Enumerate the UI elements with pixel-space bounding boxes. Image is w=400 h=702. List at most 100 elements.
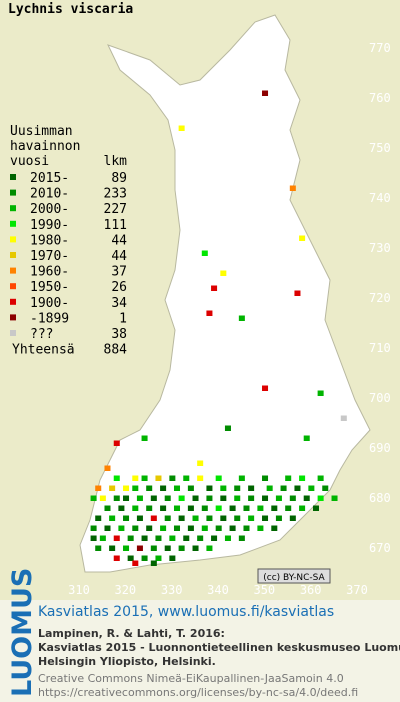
legend-swatch <box>10 267 16 274</box>
legend-count: 26 <box>111 280 127 295</box>
occurrence-cell <box>127 535 134 541</box>
occurrence-cell <box>331 495 338 501</box>
occurrence-cell <box>160 505 167 511</box>
occurrence-cell <box>317 390 324 396</box>
occurrence-cell <box>308 485 315 491</box>
occurrence-cell <box>215 475 222 481</box>
occurrence-cell <box>141 435 148 441</box>
citation: Kasviatlas 2015 - Luonnontieteellinen ke… <box>38 641 400 654</box>
x-tick-label: 340 <box>207 583 229 597</box>
citation: Helsingin Yliopisto, Helsinki. <box>38 655 216 668</box>
occurrence-cell <box>262 90 269 96</box>
occurrence-cell <box>238 315 245 321</box>
x-tick-label: 350 <box>253 583 275 597</box>
legend-swatch <box>10 252 16 258</box>
legend-label: 1900- <box>30 296 69 311</box>
y-tick-label: 670 <box>369 541 391 555</box>
occurrence-cell <box>206 485 213 491</box>
occurrence-cell <box>299 475 306 481</box>
y-tick-label: 740 <box>369 191 391 205</box>
legend-count-heading: lkm <box>104 154 128 169</box>
y-tick-label: 720 <box>369 291 391 305</box>
finland-outline <box>79 14 371 573</box>
occurrence-cell <box>234 485 241 491</box>
x-tick-label: 310 <box>68 583 90 597</box>
y-tick-label: 770 <box>369 41 391 55</box>
occurrence-cell <box>294 485 301 491</box>
x-tick-label: 320 <box>114 583 136 597</box>
occurrence-cell <box>317 475 324 481</box>
occurrence-cell <box>183 475 190 481</box>
occurrence-cell <box>262 515 269 521</box>
occurrence-cell <box>104 465 111 471</box>
occurrence-cell <box>303 495 310 501</box>
occurrence-cell <box>234 495 241 501</box>
y-tick-label: 700 <box>369 391 391 405</box>
occurrence-cell <box>178 515 185 521</box>
occurrence-cell <box>155 475 162 481</box>
occurrence-cell <box>257 505 264 511</box>
y-tick-label: 710 <box>369 341 391 355</box>
occurrence-cell <box>299 235 306 241</box>
occurrence-cell <box>303 435 310 441</box>
occurrence-cell <box>95 515 102 521</box>
occurrence-cell <box>220 270 227 276</box>
x-tick-label: 330 <box>161 583 183 597</box>
occurrence-cell <box>90 495 97 501</box>
occurrence-cell <box>127 555 134 561</box>
occurrence-cell <box>132 475 139 481</box>
occurrence-cell <box>238 535 245 541</box>
legend-count: 233 <box>104 187 127 202</box>
occurrence-cell <box>238 475 245 481</box>
occurrence-cell <box>150 495 157 501</box>
legend-swatch <box>10 189 16 196</box>
logo: LUOMUS <box>7 568 38 697</box>
occurrence-cell <box>136 545 143 551</box>
legend-count: 34 <box>111 296 127 311</box>
occurrence-cell <box>206 545 213 551</box>
occurrence-cell <box>266 485 273 491</box>
occurrence-cell <box>234 515 241 521</box>
occurrence-cell <box>197 535 204 541</box>
legend-heading: Uusimman <box>10 124 73 139</box>
occurrence-cell <box>118 525 125 531</box>
occurrence-cell <box>104 505 111 511</box>
legend-heading: havainnon <box>10 139 80 154</box>
occurrence-cell <box>220 495 227 501</box>
occurrence-cell <box>169 535 176 541</box>
occurrence-cell <box>113 495 120 501</box>
occurrence-cell <box>262 495 269 501</box>
occurrence-cell <box>146 505 153 511</box>
occurrence-cell <box>312 505 320 511</box>
occurrence-cell <box>109 485 116 491</box>
occurrence-cell <box>160 485 167 491</box>
legend-label: 1990- <box>30 218 69 233</box>
occurrence-cell <box>109 515 116 521</box>
occurrence-cell <box>229 525 236 531</box>
occurrence-cell <box>109 545 116 551</box>
legend-count: 111 <box>104 218 127 233</box>
legend-swatch <box>10 314 16 321</box>
occurrence-cell <box>192 545 199 551</box>
occurrence-cell <box>155 555 162 561</box>
occurrence-cell <box>99 535 106 541</box>
occurrence-cell <box>243 505 250 511</box>
legend-swatch <box>10 298 16 305</box>
legend-label: 1980- <box>30 233 69 248</box>
occurrence-cell <box>248 515 255 521</box>
occurrence-cell <box>146 525 153 531</box>
legend-swatch <box>10 236 16 243</box>
occurrence-cell <box>123 545 130 551</box>
total-label: Yhteensä <box>12 343 75 358</box>
occurrence-cell <box>141 475 148 481</box>
occurrence-cell <box>123 515 130 521</box>
legend-count: 44 <box>111 233 127 248</box>
legend-label: 2015- <box>30 171 69 186</box>
legend-label: ??? <box>30 327 53 342</box>
occurrence-cell <box>224 425 231 431</box>
occurrence-cell <box>178 545 185 551</box>
occurrence-cell <box>104 525 111 531</box>
legend-count: 1 <box>119 311 127 326</box>
